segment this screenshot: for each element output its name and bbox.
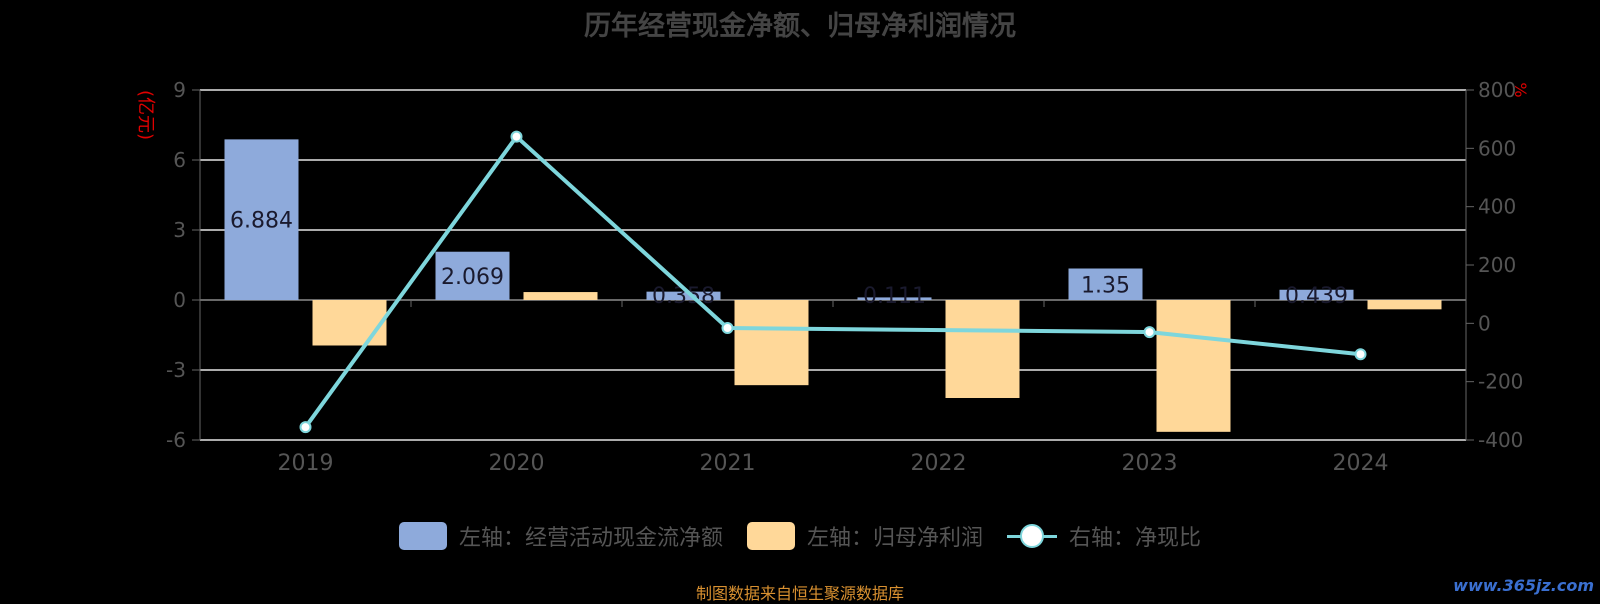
bar-net-profit	[1367, 300, 1442, 310]
data-source-note: 制图数据来自恒生聚源数据库	[695, 584, 904, 603]
x-axis-category-label: 2021	[700, 451, 756, 476]
right-axis-tick-label: 0	[1478, 311, 1491, 335]
right-axis-label: %	[1511, 82, 1530, 97]
line-point-cash-ratio	[1143, 326, 1156, 339]
bar-net-profit	[1156, 300, 1231, 432]
chart-title: 历年经营现金净额、归母净利润情况	[584, 11, 1016, 42]
line-point-cash-ratio	[510, 130, 523, 143]
legend-swatch-cash-ratio	[1007, 522, 1057, 550]
bar-cashflow	[435, 251, 510, 300]
x-axis-category-label: 2020	[489, 451, 545, 476]
legend-swatch-net-profit	[746, 522, 795, 550]
watermark: www.365jz.com	[1453, 576, 1594, 595]
x-axis-category-label: 2019	[278, 451, 334, 476]
bar-data-label: 0.439	[1285, 284, 1348, 309]
bar-cashflow	[1068, 268, 1143, 300]
x-axis-category-label: 2023	[1122, 451, 1178, 476]
bar-net-profit	[312, 300, 387, 346]
left-axis-tick-label: 6	[173, 148, 186, 172]
bar-net-profit	[945, 300, 1020, 398]
left-axis-tick-label: -3	[166, 358, 186, 382]
right-axis-tick-label: 200	[1478, 253, 1516, 277]
bar-cashflow	[224, 139, 299, 300]
bar-cashflow	[646, 291, 721, 300]
legend: 左轴：经营活动现金流净额 左轴：归母净利润 右轴：净现比	[0, 520, 1600, 552]
x-axis-category-label: 2024	[1333, 451, 1389, 476]
right-axis-tick-label: -400	[1478, 428, 1523, 452]
line-point-cash-ratio	[1354, 348, 1367, 361]
bar-cashflow	[1279, 289, 1354, 300]
line-point-cash-ratio	[721, 322, 734, 334]
combo-chart: (亿元) % 9 6 3 0 -3 -6 800 600 400 200 0 -200 -400 6.88…	[135, 78, 1530, 476]
left-axis-tick-label: -6	[166, 428, 186, 452]
right-axis-tick-label: 600	[1478, 136, 1516, 160]
legend-item-net-profit[interactable]: 左轴：归母净利润	[746, 520, 983, 552]
bar-data-label: 0.111	[863, 284, 926, 309]
legend-label-cash-ratio: 右轴：净现比	[1069, 526, 1202, 551]
legend-item-cash-ratio[interactable]: 右轴：净现比	[1007, 520, 1201, 552]
bar-data-label: 1.35	[1081, 273, 1130, 298]
legend-label-cashflow: 左轴：经营活动现金流净额	[458, 526, 723, 551]
bar-cashflow	[857, 297, 932, 300]
x-axis-category-label: 2022	[911, 451, 967, 476]
left-axis-tick-label: 3	[173, 218, 186, 242]
plot-area: 9 6 3 0 -3 -6 800 600 400 200 0 -200 -400 6.884 2.069 0…	[166, 78, 1523, 476]
right-axis-tick-label: -200	[1478, 370, 1523, 394]
left-axis-tick-label: 0	[173, 288, 186, 312]
bar-data-label: 2.069	[441, 265, 504, 290]
bar-net-profit	[523, 292, 598, 300]
bar-data-label: 6.884	[230, 209, 293, 234]
right-axis-tick-label: 800	[1478, 78, 1516, 102]
legend-label-net-profit: 左轴：归母净利润	[806, 526, 983, 551]
legend-swatch-cashflow	[398, 522, 447, 550]
right-axis-tick-label: 400	[1478, 195, 1516, 219]
left-axis-tick-label: 9	[173, 78, 186, 102]
bar-net-profit	[734, 300, 809, 386]
legend-item-cashflow[interactable]: 左轴：经营活动现金流净额	[398, 520, 723, 552]
line-point-cash-ratio	[299, 421, 312, 434]
left-axis-label: (亿元)	[135, 90, 156, 140]
